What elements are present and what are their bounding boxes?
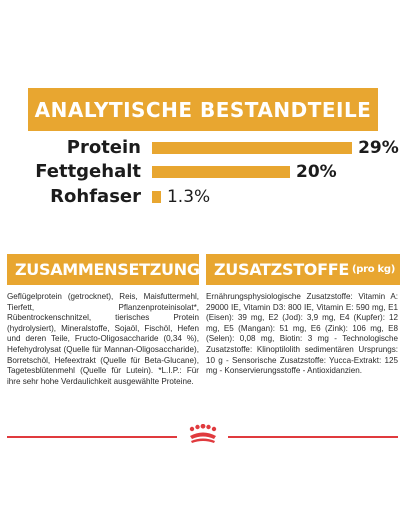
composition-title: ZUSAMMENSETZUNG [15,260,200,279]
nutrient-value: 29% [358,138,399,158]
additives-header: ZUSATZSTOFFE (pro kg) [206,254,400,285]
nutrient-row-protein: Protein 29% [0,134,405,162]
royal-canin-crown-icon [189,424,217,443]
composition-header: ZUSAMMENSETZUNG [7,254,200,285]
nutrition-hero: ANALYTISCHE BESTANDTEILE Protein 29% Fet… [0,0,405,234]
additives-title: ZUSATZSTOFFE [214,260,350,279]
nutrient-row-fiber: Rohfaser 1.3% [0,183,405,211]
nutrient-label: Rohfaser [50,186,141,207]
nutrient-bar [152,191,161,203]
nutrient-value: 20% [296,162,337,182]
nutrient-label: Protein [66,137,141,158]
nutrient-value: 1.3% [166,187,211,207]
analysis-title: ANALYTISCHE BESTANDTEILE [34,97,372,122]
divider-line-right [228,436,398,438]
composition-text: Geflügelprotein (getrocknet), Reis, Mais… [7,292,199,386]
nutrient-bar [152,166,290,178]
nutrient-bar [152,142,353,154]
additives-text: Ernährungsphysiologische Zusatzstoffe: V… [206,292,398,376]
divider-line-left [7,436,177,438]
nutrient-label: Fettgehalt [35,161,141,182]
additives-title-suffix: (pro kg) [352,264,396,275]
analysis-header-band: ANALYTISCHE BESTANDTEILE [28,88,378,131]
nutrient-row-fat: Fettgehalt 20% [0,158,405,186]
